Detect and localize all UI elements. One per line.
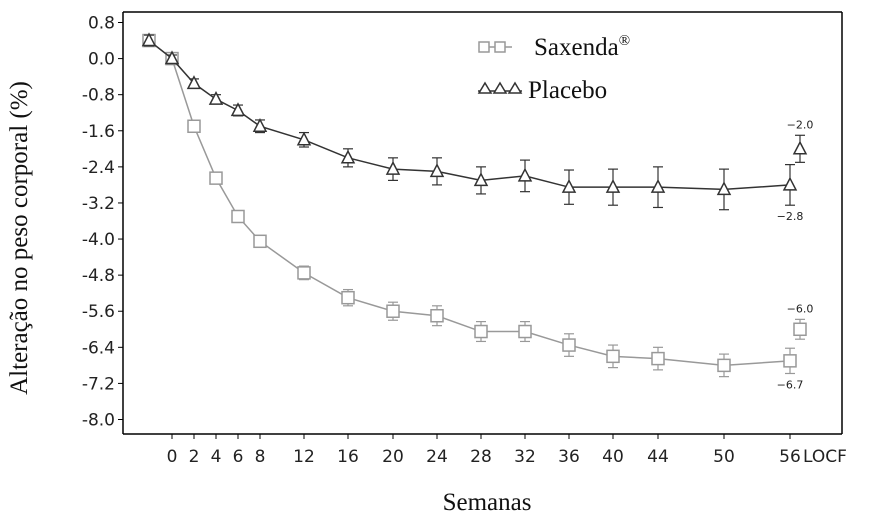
legend-swatch-placebo <box>477 81 523 94</box>
x-tick-label: 8 <box>255 447 266 467</box>
triangle-marker <box>716 181 732 196</box>
square-marker <box>717 358 731 373</box>
x-tick-label: 12 <box>293 447 315 467</box>
square-marker <box>253 234 267 249</box>
week56-value-label: −2.8 <box>777 210 804 223</box>
legend-label-placebo: Placebo <box>528 77 607 104</box>
triangle-marker <box>429 163 445 178</box>
square-marker <box>386 304 400 318</box>
y-tick-label: -1.6 <box>82 122 115 142</box>
x-tick-label: 56 <box>779 447 801 467</box>
triangle-marker <box>230 102 246 117</box>
square-marker <box>562 338 576 352</box>
square-marker <box>231 209 245 224</box>
square-marker <box>209 171 223 185</box>
legend-square-marker <box>494 41 506 53</box>
triangle-marker <box>164 50 180 65</box>
x-tick-label: 44 <box>647 447 669 467</box>
x-tick-label: 16 <box>337 447 359 467</box>
series-layer <box>141 32 808 378</box>
legend-label-saxenda: Saxenda® <box>534 33 630 61</box>
triangle-marker <box>141 32 157 47</box>
legend-sup-saxenda: ® <box>619 33 630 49</box>
legend-item-saxenda: Saxenda® <box>478 33 630 61</box>
y-tick-label: -2.4 <box>82 158 115 178</box>
y-axis-title: Alteração no peso corporal (%) <box>6 81 33 395</box>
x-tick-label: 40 <box>602 447 624 467</box>
triangle-marker <box>385 160 401 175</box>
x-tick-label: 0 <box>167 447 178 467</box>
x-tick-label: 36 <box>558 447 580 467</box>
square-marker <box>518 324 532 339</box>
legend-name-saxenda: Saxenda <box>534 34 619 61</box>
x-tick-label: 20 <box>382 447 404 467</box>
series-saxenda <box>142 33 807 378</box>
triangle-marker <box>252 118 268 132</box>
legend-triangle-marker <box>507 81 523 94</box>
series-line <box>148 39 791 191</box>
square-marker <box>783 354 797 368</box>
axes: 0.8 0.0 -0.8 -1.6 -2.4 -3.2 -4.0 -4.8 -5.6 -6.4 -7… <box>82 11 847 467</box>
x-tick-label: LOCF <box>803 447 847 467</box>
triangle-marker <box>650 178 666 193</box>
triangle-marker <box>296 131 312 146</box>
legend-item-placebo: Placebo <box>477 77 607 104</box>
y-tick-label: -7.2 <box>82 374 115 394</box>
y-tick-label: 0.0 <box>88 50 115 70</box>
x-tick-label: 6 <box>233 447 244 467</box>
legend-swatch-saxenda <box>478 41 512 53</box>
square-marker <box>474 324 488 339</box>
square-marker <box>341 290 355 305</box>
y-tick-label: -6.4 <box>82 338 115 358</box>
triangle-marker <box>517 167 533 182</box>
triangle-marker <box>208 90 224 105</box>
y-tick-label: -5.6 <box>82 302 115 322</box>
y-tick-label: 0.8 <box>88 14 115 34</box>
square-marker <box>297 266 311 280</box>
x-tick-label: 32 <box>514 447 536 467</box>
square-marker <box>430 308 444 323</box>
x-axis-title: Semanas <box>443 489 532 516</box>
y-tick-label: -4.0 <box>82 230 115 250</box>
square-marker <box>606 349 620 364</box>
triangle-marker <box>605 178 621 193</box>
y-tick-label: -3.2 <box>82 194 115 214</box>
triangle-marker <box>473 172 489 187</box>
triangle-marker <box>782 176 798 191</box>
annotations: −6.0 −6.7 −2.0 −2.8 <box>777 118 814 391</box>
legend-triangle-marker <box>492 81 508 94</box>
x-tick-label: 28 <box>470 447 492 467</box>
series-placebo <box>141 32 808 211</box>
week56-value-label: −6.7 <box>777 378 804 391</box>
locf-value-label: −2.0 <box>787 118 814 131</box>
y-tick-label: -0.8 <box>82 86 115 106</box>
legend-square-marker <box>478 41 490 53</box>
y-tick-label: -8.0 <box>82 411 115 431</box>
x-tick-label: 24 <box>426 447 448 467</box>
square-marker <box>187 119 201 134</box>
triangle-marker <box>340 149 356 164</box>
x-tick-label: 2 <box>189 447 200 467</box>
square-marker <box>651 351 665 366</box>
legend: Saxenda® Placebo <box>477 33 630 104</box>
series-line <box>148 39 791 367</box>
square-marker <box>793 322 807 337</box>
locf-value-label: −6.0 <box>787 302 814 315</box>
triangle-marker <box>186 75 202 90</box>
x-tick-label: 50 <box>713 447 735 467</box>
legend-triangle-marker <box>477 81 493 94</box>
y-tick-label: -4.8 <box>82 266 115 286</box>
triangle-marker <box>561 178 577 193</box>
x-tick-label: 4 <box>211 447 222 467</box>
triangle-marker <box>792 140 808 155</box>
